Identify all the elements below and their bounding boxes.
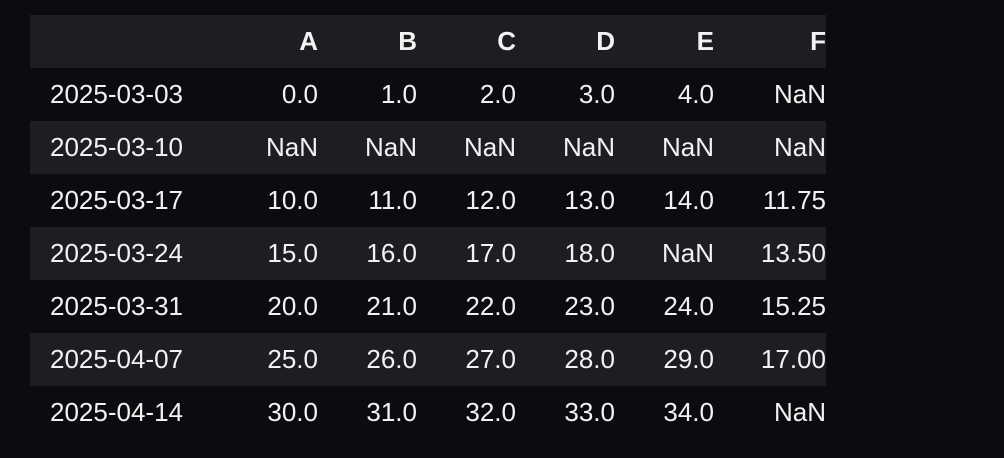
row-index-label: 2025-04-07: [50, 344, 183, 374]
table-cell: 14.0: [663, 185, 714, 215]
dataframe-output: A B C D E F 2025-03-03 0.0 1.0 2.0 3.0 4.0 NaN…: [30, 15, 826, 439]
table-cell: 33.0: [564, 397, 615, 427]
table-cell: 1.0: [380, 79, 417, 109]
column-header-f: F: [810, 26, 826, 56]
table-cell: NaN: [773, 397, 826, 427]
table-cell: NaN: [661, 132, 714, 162]
table-cell: 28.0: [564, 344, 615, 374]
table-cell: 30.0: [267, 397, 318, 427]
table-cell: 18.0: [564, 238, 615, 268]
table-cell: 4.0: [677, 79, 714, 109]
row-index-label: 2025-03-24: [50, 238, 183, 268]
table-cell: 13.50: [760, 238, 826, 268]
table-cell: 27.0: [465, 344, 516, 374]
dataframe-table: A B C D E F 2025-03-03 0.0 1.0 2.0 3.0 4.0 NaN…: [30, 15, 826, 439]
table-cell: 0.0: [281, 79, 318, 109]
table-cell: 24.0: [663, 291, 714, 321]
table-cell: 17.0: [465, 238, 516, 268]
table-row: 2025-04-07 25.0 26.0 27.0 28.0 29.0 17.00: [30, 333, 826, 386]
column-header-c: C: [497, 26, 516, 56]
table-cell: 13.0: [564, 185, 615, 215]
table-cell: NaN: [265, 132, 318, 162]
table-row: 2025-03-10 NaN NaN NaN NaN NaN NaN: [30, 121, 826, 174]
table-cell: 32.0: [465, 397, 516, 427]
row-index-label: 2025-04-14: [50, 397, 183, 427]
table-cell: 31.0: [366, 397, 417, 427]
table-cell: 15.0: [267, 238, 318, 268]
table-cell: 2.0: [479, 79, 516, 109]
table-cell: 16.0: [366, 238, 417, 268]
table-cell: NaN: [661, 238, 714, 268]
table-row: 2025-04-14 30.0 31.0 32.0 33.0 34.0 NaN: [30, 386, 826, 439]
table-row: 2025-03-03 0.0 1.0 2.0 3.0 4.0 NaN: [30, 68, 826, 121]
table-cell: 23.0: [564, 291, 615, 321]
table-cell: 25.0: [267, 344, 318, 374]
table-cell: NaN: [463, 132, 516, 162]
table-row: 2025-03-17 10.0 11.0 12.0 13.0 14.0 11.75: [30, 174, 826, 227]
column-header-a: A: [299, 26, 318, 56]
column-header-d: D: [596, 26, 615, 56]
table-cell: 26.0: [366, 344, 417, 374]
table-cell: 10.0: [267, 185, 318, 215]
row-index-label: 2025-03-10: [50, 132, 183, 162]
table-cell: 29.0: [663, 344, 714, 374]
table-cell: 3.0: [578, 79, 615, 109]
table-row: 2025-03-31 20.0 21.0 22.0 23.0 24.0 15.25: [30, 280, 826, 333]
table-cell: NaN: [773, 132, 826, 162]
table-cell: NaN: [773, 79, 826, 109]
column-header-e: E: [696, 26, 714, 56]
table-cell: 34.0: [663, 397, 714, 427]
column-header-index: [30, 15, 230, 68]
table-cell: 20.0: [267, 291, 318, 321]
row-index-label: 2025-03-03: [50, 79, 183, 109]
row-index-label: 2025-03-17: [50, 185, 183, 215]
table-cell: 15.25: [760, 291, 826, 321]
row-index-label: 2025-03-31: [50, 291, 183, 321]
table-cell: NaN: [364, 132, 417, 162]
table-cell: 11.75: [762, 185, 826, 215]
table-header: A B C D E F: [30, 15, 826, 68]
table-cell: NaN: [562, 132, 615, 162]
column-header-b: B: [398, 26, 417, 56]
table-cell: 11.0: [368, 185, 417, 215]
table-cell: 17.00: [760, 344, 826, 374]
table-cell: 21.0: [366, 291, 417, 321]
header-row: A B C D E F: [30, 15, 826, 68]
table-body: 2025-03-03 0.0 1.0 2.0 3.0 4.0 NaN 2025-03-10 Na…: [30, 68, 826, 439]
table-cell: 12.0: [465, 185, 516, 215]
table-row: 2025-03-24 15.0 16.0 17.0 18.0 NaN 13.50: [30, 227, 826, 280]
table-cell: 22.0: [465, 291, 516, 321]
